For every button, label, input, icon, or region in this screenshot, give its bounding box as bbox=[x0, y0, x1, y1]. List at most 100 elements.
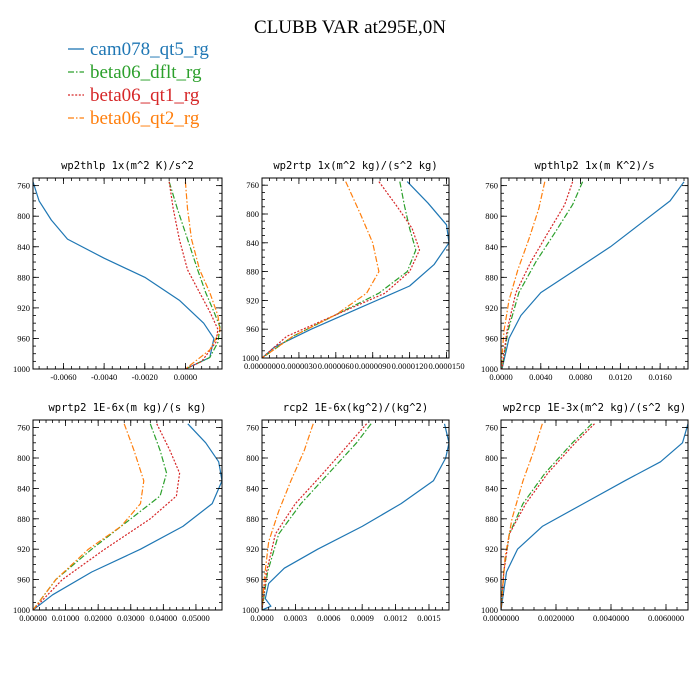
x-tick-label: 0.0003 bbox=[284, 613, 307, 623]
panel-title: rcp2 1E-6x(kg^2)/(kg^2) bbox=[283, 402, 428, 414]
panel: wpthlp2 1x(m K^2)/s 760 800 840 880 920 960 100… bbox=[481, 160, 689, 382]
panel: wp2rcp 1E-3x(m^2 kg)/(s^2 kg) 760 800 840 88… bbox=[481, 402, 689, 623]
y-tick-label: 960 bbox=[17, 575, 30, 585]
x-tick-label: -0.0060 bbox=[50, 372, 76, 382]
y-tick-label: 1000 bbox=[13, 364, 30, 374]
y-tick-label: 920 bbox=[17, 544, 30, 554]
x-tick-label: 0.01000 bbox=[52, 613, 80, 623]
y-tick-label: 840 bbox=[17, 242, 30, 252]
axis-frame bbox=[261, 419, 450, 611]
panel: wp2rtp 1x(m^2 kg)/(s^2 kg) 760 800 840 880 92… bbox=[242, 160, 465, 371]
y-tick-label: 760 bbox=[17, 423, 30, 433]
y-tick-label: 800 bbox=[246, 209, 259, 219]
x-tick-label: 0.0015 bbox=[417, 613, 440, 623]
x-tick-label: 0.0000 bbox=[250, 613, 273, 623]
x-tick-label: -0.0020 bbox=[132, 372, 158, 382]
y-tick-label: 840 bbox=[17, 483, 30, 493]
series-line-beta06_dflt_rg bbox=[33, 423, 168, 610]
x-tick-label: 0.0000030 bbox=[281, 361, 317, 371]
y-tick-label: 880 bbox=[485, 514, 498, 524]
x-tick-label: 0.05000 bbox=[182, 613, 210, 623]
x-tick-label: 0.04000 bbox=[150, 613, 178, 623]
x-tick-label: 0.0009 bbox=[350, 613, 373, 623]
panel: wp2thlp 1x(m^2 K)/s^2 760 800 840 880 920 960 1… bbox=[13, 160, 223, 382]
plot-area bbox=[33, 181, 221, 369]
y-tick-label: 760 bbox=[246, 423, 259, 433]
axis-frame bbox=[32, 177, 223, 370]
panels: wp2thlp 1x(m^2 K)/s^2 760 800 840 880 920 960 1… bbox=[13, 160, 689, 623]
series-line-cam078_qt5_rg bbox=[262, 181, 449, 358]
x-tick-label: 0.0040000 bbox=[593, 613, 629, 623]
plot-area bbox=[262, 181, 449, 358]
series-line-beta06_qt1_rg bbox=[262, 181, 421, 358]
y-tick-label: 840 bbox=[485, 242, 498, 252]
y-tick-label: 960 bbox=[485, 333, 498, 343]
y-tick-label: 760 bbox=[246, 180, 259, 190]
y-tick-label: 840 bbox=[246, 483, 259, 493]
x-tick-label: 0.0000150 bbox=[428, 361, 464, 371]
series-line-beta06_qt1_rg bbox=[501, 423, 595, 610]
x-tick-label: 0.0000090 bbox=[355, 361, 391, 371]
x-tick-label: 0.0000 bbox=[174, 372, 197, 382]
axis-frame bbox=[500, 177, 689, 370]
y-tick-label: 960 bbox=[246, 324, 259, 334]
y-tick-label: 760 bbox=[17, 181, 30, 191]
series-line-beta06_dflt_rg bbox=[262, 181, 417, 358]
panel-title: wpthlp2 1x(m K^2)/s bbox=[534, 160, 654, 172]
series-line-beta06_qt2_rg bbox=[262, 181, 380, 358]
series-line-beta06_dflt_rg bbox=[501, 423, 593, 610]
x-tick-label: 0.0000 bbox=[489, 372, 512, 382]
x-tick-label: 0.0012 bbox=[384, 613, 407, 623]
legend: cam078_qt5_rgbeta06_dflt_rgbeta06_qt1_rg… bbox=[68, 39, 209, 129]
x-tick-label: 0.0000000 bbox=[483, 613, 519, 623]
y-tick-label: 960 bbox=[17, 333, 30, 343]
plot-area bbox=[501, 423, 688, 610]
panel-title: wp2rtp 1x(m^2 kg)/(s^2 kg) bbox=[273, 160, 437, 172]
y-tick-label: 800 bbox=[17, 211, 30, 221]
y-tick-label: 880 bbox=[485, 272, 498, 282]
y-tick-label: 880 bbox=[246, 514, 259, 524]
series-line-cam078_qt5_rg bbox=[262, 423, 449, 610]
y-tick-label: 960 bbox=[485, 575, 498, 585]
y-tick-label: 920 bbox=[17, 303, 30, 313]
panel-title: wp2thlp 1x(m^2 K)/s^2 bbox=[61, 160, 194, 172]
series-line-beta06_qt1_rg bbox=[501, 181, 574, 369]
y-tick-label: 1000 bbox=[242, 353, 259, 363]
y-tick-label: 1000 bbox=[242, 605, 259, 615]
plot-area bbox=[262, 423, 449, 610]
y-tick-label: 1000 bbox=[13, 605, 30, 615]
plot-area bbox=[33, 423, 222, 610]
x-tick-label: 0.0006 bbox=[317, 613, 340, 623]
series-line-beta06_qt1_rg bbox=[262, 423, 368, 610]
y-tick-label: 840 bbox=[246, 238, 259, 248]
series-line-beta06_qt2_rg bbox=[33, 423, 145, 610]
y-tick-label: 960 bbox=[246, 575, 259, 585]
legend-label: cam078_qt5_rg bbox=[90, 39, 209, 60]
x-tick-label: 0.00000 bbox=[19, 613, 47, 623]
x-tick-label: 0.0000000 bbox=[244, 361, 280, 371]
series-line-beta06_qt2_rg bbox=[184, 181, 221, 369]
y-tick-label: 880 bbox=[246, 267, 259, 277]
y-tick-label: 840 bbox=[485, 483, 498, 493]
series-line-beta06_qt2_rg bbox=[501, 423, 543, 610]
panel-title: wprtp2 1E-6x(m kg)/(s kg) bbox=[48, 402, 206, 414]
x-tick-label: 0.0080 bbox=[569, 372, 592, 382]
panel: wprtp2 1E-6x(m kg)/(s kg) 760 800 840 880 920… bbox=[13, 402, 223, 623]
y-tick-label: 920 bbox=[485, 303, 498, 313]
series-line-cam078_qt5_rg bbox=[33, 423, 222, 610]
legend-label: beta06_dflt_rg bbox=[90, 62, 202, 83]
axis-frame bbox=[500, 419, 689, 611]
x-tick-label: 0.0060000 bbox=[648, 613, 684, 623]
y-tick-label: 920 bbox=[246, 544, 259, 554]
y-tick-label: 1000 bbox=[481, 364, 498, 374]
x-tick-label: 0.0020000 bbox=[538, 613, 574, 623]
x-tick-label: 0.0000120 bbox=[392, 361, 428, 371]
legend-label: beta06_qt2_rg bbox=[90, 108, 200, 129]
x-tick-label: -0.0040 bbox=[91, 372, 117, 382]
y-tick-label: 800 bbox=[246, 453, 259, 463]
series-line-beta06_dflt_rg bbox=[168, 181, 221, 369]
x-tick-label: 0.0160 bbox=[648, 372, 671, 382]
x-tick-label: 0.0000060 bbox=[318, 361, 354, 371]
y-tick-label: 760 bbox=[485, 423, 498, 433]
axis-frame bbox=[261, 177, 450, 359]
